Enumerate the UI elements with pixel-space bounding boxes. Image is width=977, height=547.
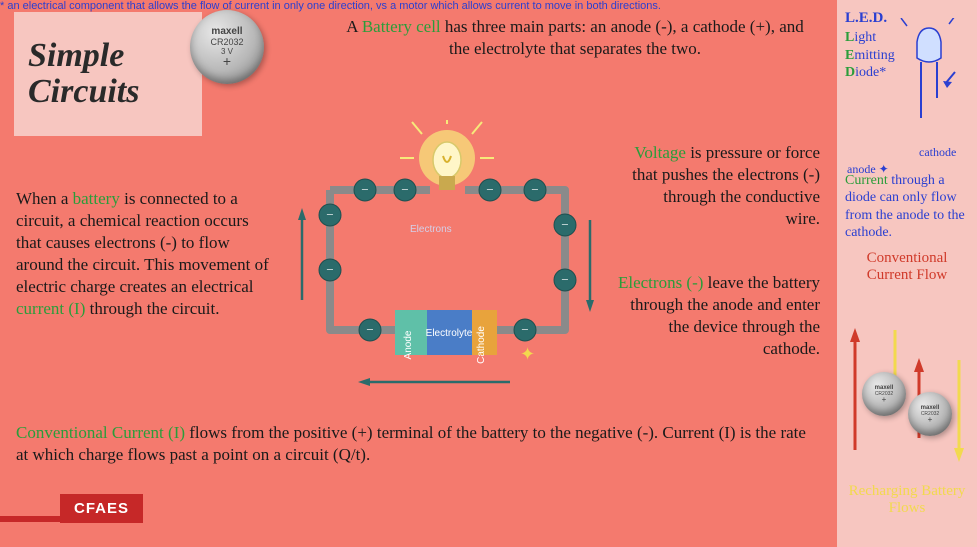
led-sketch bbox=[889, 18, 977, 128]
svg-text:−: − bbox=[401, 182, 408, 197]
recharging-battery-flows-label: Recharging Battery Flows bbox=[837, 483, 977, 517]
anode-label: Anode bbox=[403, 330, 414, 359]
led-d: D bbox=[845, 65, 855, 80]
led-cathode-label: cathode bbox=[919, 145, 956, 160]
diode-current-description: Current through a diode can only flow fr… bbox=[845, 172, 969, 242]
svg-text:−: − bbox=[561, 272, 568, 287]
text: anode bbox=[847, 162, 876, 176]
title-line1: Simple bbox=[28, 38, 202, 74]
battery-cell-description: A Battery cell has three main parts: an … bbox=[340, 16, 810, 60]
led-anode-label: anode ✦ bbox=[847, 162, 889, 177]
keyword-voltage: Voltage bbox=[634, 143, 686, 162]
keyword-battery-cell: Battery cell bbox=[362, 17, 441, 36]
text: When a bbox=[16, 189, 73, 208]
cfaes-badge: CFAES bbox=[60, 494, 143, 523]
red-strip bbox=[0, 516, 60, 522]
coin-battery-small-2: maxell CR2032 + bbox=[908, 392, 952, 436]
title-line2: Circuits bbox=[28, 74, 202, 110]
keyword-current: current (I) bbox=[16, 299, 85, 318]
svg-text:−: − bbox=[361, 182, 368, 197]
text: iode* bbox=[855, 65, 886, 80]
led-l: L bbox=[845, 30, 854, 45]
flow-arrows bbox=[837, 310, 977, 490]
battery-circuit-paragraph: When a battery is connected to a circuit… bbox=[16, 188, 276, 321]
conventional-current-flow-label: Conventional Current Flow bbox=[845, 250, 969, 284]
svg-text:−: − bbox=[486, 182, 493, 197]
coin-battery-small-1: maxell CR2032 + bbox=[862, 372, 906, 416]
title-box: Simple Circuits bbox=[14, 12, 202, 136]
battery-model: CR2032 bbox=[210, 37, 243, 47]
svg-text:−: − bbox=[366, 322, 373, 337]
svg-text:−: − bbox=[521, 322, 528, 337]
sparkle-icon: ✦ bbox=[520, 344, 535, 364]
keyword-electrons: Electrons (-) bbox=[618, 273, 703, 292]
keyword-battery: battery bbox=[73, 189, 120, 208]
battery-plus-icon: + bbox=[223, 56, 231, 67]
text: has three main parts: an anode (-), a ca… bbox=[441, 17, 804, 58]
electrons-paragraph: Electrons (-) leave the battery through … bbox=[610, 272, 820, 360]
battery-brand: maxell bbox=[211, 26, 242, 37]
voltage-paragraph: Voltage is pressure or force that pushes… bbox=[630, 142, 820, 230]
right-panel: L.E.D. Light Emitting Diode* anode ✦ cat… bbox=[837, 0, 977, 547]
text: through the circuit. bbox=[85, 299, 219, 318]
keyword-conventional-current: Conventional Current (I) bbox=[16, 423, 185, 442]
svg-text:−: − bbox=[561, 217, 568, 232]
svg-text:−: − bbox=[531, 182, 538, 197]
conventional-current-paragraph: Conventional Current (I) flows from the … bbox=[16, 422, 816, 466]
footnote: * an electrical component that allows th… bbox=[0, 0, 720, 12]
svg-text:−: − bbox=[326, 262, 333, 277]
cathode-label: Cathode bbox=[476, 326, 487, 364]
led-e: E bbox=[845, 48, 854, 63]
svg-text:−: − bbox=[326, 207, 333, 222]
plus-icon: + bbox=[882, 397, 887, 403]
circuit-diagram: Anode Electrolyte Cathode − − − − − − − … bbox=[290, 120, 600, 400]
text: ight bbox=[854, 30, 876, 45]
text: A bbox=[346, 17, 362, 36]
plus-icon: + bbox=[928, 417, 933, 423]
electrolyte-label: Electrolyte bbox=[426, 328, 473, 339]
circuit-svg: Anode Electrolyte Cathode − − − − − − − … bbox=[290, 120, 600, 410]
coin-battery-image: maxell CR2032 3 V + bbox=[190, 10, 264, 84]
electrons-flow-label: Electrons bbox=[410, 224, 452, 235]
